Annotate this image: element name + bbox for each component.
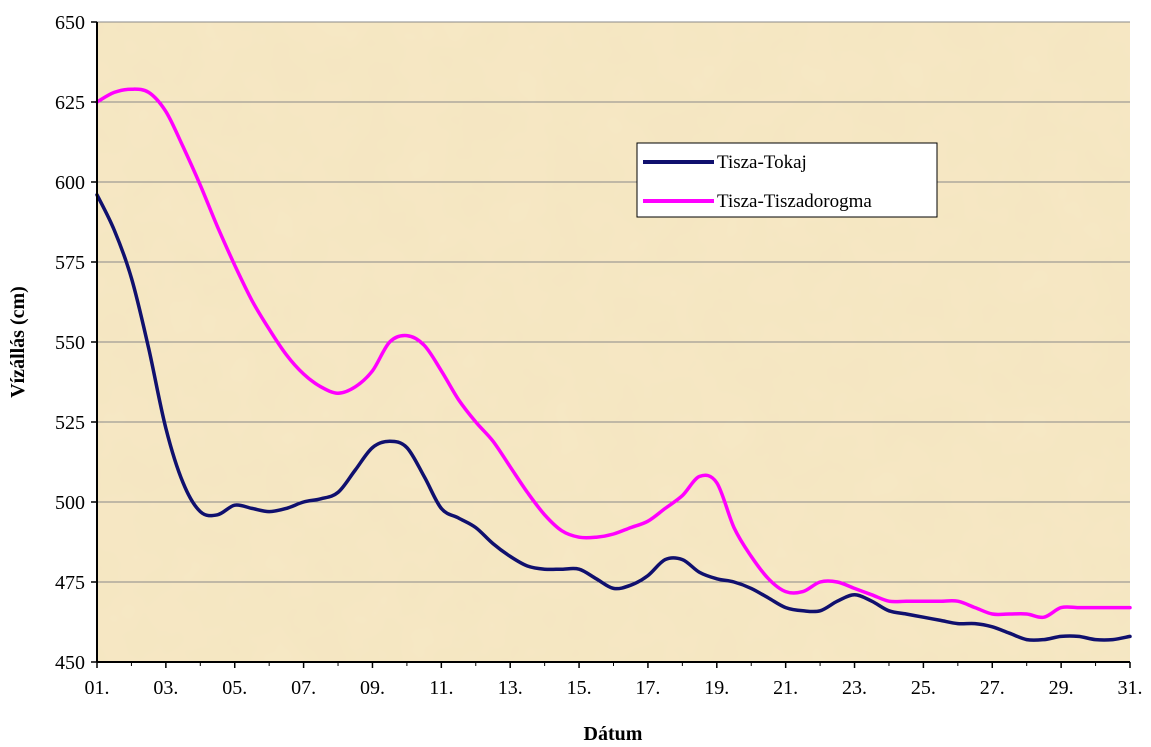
x-tick-label: 05. — [222, 677, 247, 699]
series-line-tokaj — [95, 193, 1132, 642]
y-tick-label: 575 — [55, 252, 85, 274]
x-tick-label: 27. — [980, 677, 1005, 699]
y-tick-label: 525 — [55, 412, 85, 434]
x-tick-label: 07. — [291, 677, 316, 699]
x-tick-label: 13. — [498, 677, 523, 699]
legend-box — [636, 142, 938, 218]
series-layer — [95, 87, 1132, 642]
x-tick-label: 15. — [567, 677, 592, 699]
y-tick-label: 450 — [55, 652, 85, 674]
y-tick-label: 625 — [55, 92, 85, 114]
x-axis-title: Dátum — [584, 723, 643, 745]
legend: Tisza-Tokaj Tisza-Tiszadorogma — [636, 142, 938, 218]
x-tick-label: 25. — [911, 677, 936, 699]
x-tick-label: 03. — [153, 677, 178, 699]
x-tick-label: 01. — [85, 677, 110, 699]
x-tick-label: 29. — [1049, 677, 1074, 699]
axes — [91, 21, 1131, 668]
x-tick-label: 09. — [360, 677, 385, 699]
legend-label-tokaj: Tisza-Tokaj — [717, 152, 807, 173]
x-tick-label: 23. — [842, 677, 867, 699]
x-tick-label: 31. — [1118, 677, 1143, 699]
y-tick-label: 550 — [55, 332, 85, 354]
x-tick-label: 11. — [429, 677, 453, 699]
x-tick-label: 21. — [773, 677, 798, 699]
legend-label-tiszadorogma: Tisza-Tiszadorogma — [717, 191, 872, 212]
y-axis-title: Vízállás (cm) — [7, 286, 29, 398]
tick-labels: 450 475 500 525 550 575 600 625 650 01. 03. 05. 07. 0… — [55, 12, 1143, 699]
series-line-tiszadorogma — [95, 87, 1132, 620]
y-tick-label: 600 — [55, 172, 85, 194]
y-tick-label: 500 — [55, 492, 85, 514]
y-tick-label: 475 — [55, 572, 85, 594]
x-tick-label: 19. — [704, 677, 729, 699]
y-tick-label: 650 — [55, 12, 85, 34]
x-tick-label: 17. — [635, 677, 660, 699]
gridlines — [97, 21, 1130, 583]
